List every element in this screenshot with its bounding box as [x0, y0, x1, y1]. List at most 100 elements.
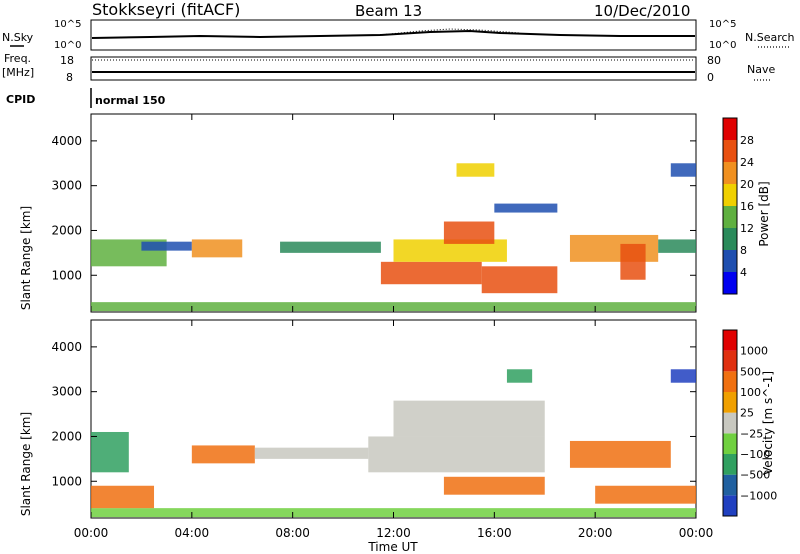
velocity-colorbar-segment-0 — [723, 495, 737, 516]
velocity-colorbar-segment-8 — [723, 330, 737, 351]
cpid-label: CPID — [6, 93, 35, 106]
time-tick-label-1: 04:00 — [175, 526, 210, 540]
power-colorbar-tick-1: 24 — [740, 156, 754, 169]
power-colorbar: 28 24 20 16 12 8 4 — [722, 117, 754, 295]
power-colorbar-segment-1 — [723, 250, 737, 272]
power-panel: 4000 3000 2000 1000 Slant Range [km] 28 24 20… — [19, 113, 771, 313]
time-tick-label-0: 00:00 — [74, 526, 109, 540]
velocity-ytick-label-3: 1000 — [51, 474, 82, 488]
velocity-band-8 — [506, 369, 533, 383]
power-colorbar-tick-4: 12 — [740, 222, 754, 235]
power-band-13 — [670, 163, 696, 177]
power-ytick-label-1: 3000 — [51, 179, 82, 193]
nsky-label: N.Sky — [2, 31, 34, 44]
power-band-5 — [380, 261, 482, 285]
time-tick-label-6: 00:00 — [679, 526, 714, 540]
velocity-band-1 — [91, 431, 129, 473]
power-data-layer — [91, 163, 696, 312]
velocity-panel: 4000 3000 2000 1000 Slant Range [km] 1000 50… — [19, 319, 777, 519]
velocity-colorbar-tick-4: −25 — [740, 427, 763, 440]
power-band-7 — [443, 221, 495, 244]
velocity-band-9 — [569, 440, 671, 468]
date-label: 10/Dec/2010 — [594, 2, 690, 20]
power-band-2 — [141, 241, 192, 251]
velocity-colorbar-segment-6 — [723, 371, 737, 392]
velocity-band-7 — [443, 476, 545, 495]
velocity-y-label: Slant Range [km] — [19, 412, 33, 516]
power-colorbar-frame — [722, 117, 738, 295]
velocity-band-6 — [393, 400, 545, 437]
freq-tick-bottom: 8 — [66, 71, 73, 84]
power-colorbar-tick-5: 8 — [740, 244, 747, 257]
velocity-data-layer — [91, 369, 696, 518]
power-band-12 — [658, 239, 696, 253]
velocity-colorbar-tick-2: 100 — [740, 386, 761, 399]
power-band-14 — [456, 163, 495, 177]
power-colorbar-tick-3: 16 — [740, 200, 754, 213]
velocity-colorbar-tick-5: −100 — [740, 448, 770, 461]
velocity-colorbar-segment-7 — [723, 350, 737, 372]
velocity-ytick-label-1: 3000 — [51, 385, 82, 399]
time-axis-label: Time UT — [367, 540, 418, 554]
nsky-tick-top: 10^5 — [54, 19, 81, 30]
time-tick-label-2: 08:00 — [275, 526, 310, 540]
power-colorbar-segment-0 — [723, 272, 737, 294]
nsky-tick-bottom: 10^0 — [54, 40, 81, 51]
velocity-colorbar-segment-5 — [723, 392, 737, 413]
power-band-11 — [620, 243, 646, 280]
nsky-trace — [91, 29, 695, 39]
power-colorbar-segment-2 — [723, 228, 737, 250]
power-colorbar-segment-5 — [723, 162, 737, 184]
velocity-band-4 — [254, 447, 369, 459]
nave-tick-bottom: 0 — [707, 71, 714, 84]
freq-tick-top: 18 — [60, 54, 74, 67]
nsearch-tick-bottom: 10^0 — [709, 40, 736, 51]
beam-label: Beam 13 — [355, 2, 422, 20]
velocity-colorbar-tick-1: 500 — [740, 365, 761, 378]
velocity-colorbar-frame — [722, 329, 738, 517]
freq-panel-frame — [90, 56, 697, 81]
power-colorbar-segment-6 — [723, 140, 737, 162]
time-axis: 00:00 04:00 08:00 12:00 16:00 20:00 00:00 — [74, 114, 714, 540]
power-ytick-label-0: 4000 — [51, 134, 82, 148]
power-colorbar-segment-7 — [723, 118, 737, 140]
time-tick-label-3: 12:00 — [376, 526, 411, 540]
velocity-ytick-label-0: 4000 — [51, 340, 82, 354]
station-title: Stokkseyri (fitACF) — [92, 0, 240, 19]
cpid-value: normal 150 — [95, 94, 166, 107]
power-ytick-label-2: 2000 — [51, 223, 82, 237]
velocity-band-10 — [595, 485, 696, 504]
velocity-colorbar-segment-3 — [723, 433, 737, 454]
velocity-colorbar-tick-6: −500 — [740, 469, 770, 482]
power-band-3 — [191, 239, 243, 258]
power-y-label: Slant Range [km] — [19, 206, 33, 310]
freq-label: Freq. — [4, 52, 31, 65]
velocity-colorbar-segment-1 — [723, 474, 737, 496]
time-tick-label-5: 20:00 — [578, 526, 613, 540]
nsearch-tick-top: 10^5 — [709, 19, 736, 30]
power-colorbar-tick-2: 20 — [740, 178, 754, 191]
power-band-8 — [481, 266, 558, 294]
nave-tick-top: 80 — [707, 54, 721, 67]
velocity-band-2 — [91, 485, 155, 509]
velocity-colorbar-tick-7: −1000 — [740, 489, 777, 502]
freq-unit: [MHz] — [2, 66, 34, 79]
power-colorbar-tick-6: 4 — [740, 266, 747, 279]
power-y-axis: 4000 3000 2000 1000 — [51, 134, 696, 282]
velocity-colorbar-segment-4 — [723, 412, 737, 434]
power-band-6 — [393, 239, 507, 262]
power-band-9 — [494, 203, 558, 213]
power-colorbar-label: Power [dB] — [757, 181, 771, 246]
power-colorbar-segment-4 — [723, 184, 737, 206]
velocity-colorbar-label: Velocity [m s^-1] — [761, 371, 775, 475]
power-ytick-label-3: 1000 — [51, 268, 82, 282]
velocity-band-5 — [368, 436, 545, 473]
time-tick-label-4: 16:00 — [477, 526, 512, 540]
power-colorbar-segment-3 — [723, 206, 737, 228]
velocity-y-axis: 4000 3000 2000 1000 — [51, 340, 696, 488]
velocity-band-11 — [670, 369, 696, 383]
velocity-band-3 — [191, 445, 255, 464]
power-band-4 — [280, 241, 381, 253]
velocity-colorbar-segment-2 — [723, 454, 737, 475]
